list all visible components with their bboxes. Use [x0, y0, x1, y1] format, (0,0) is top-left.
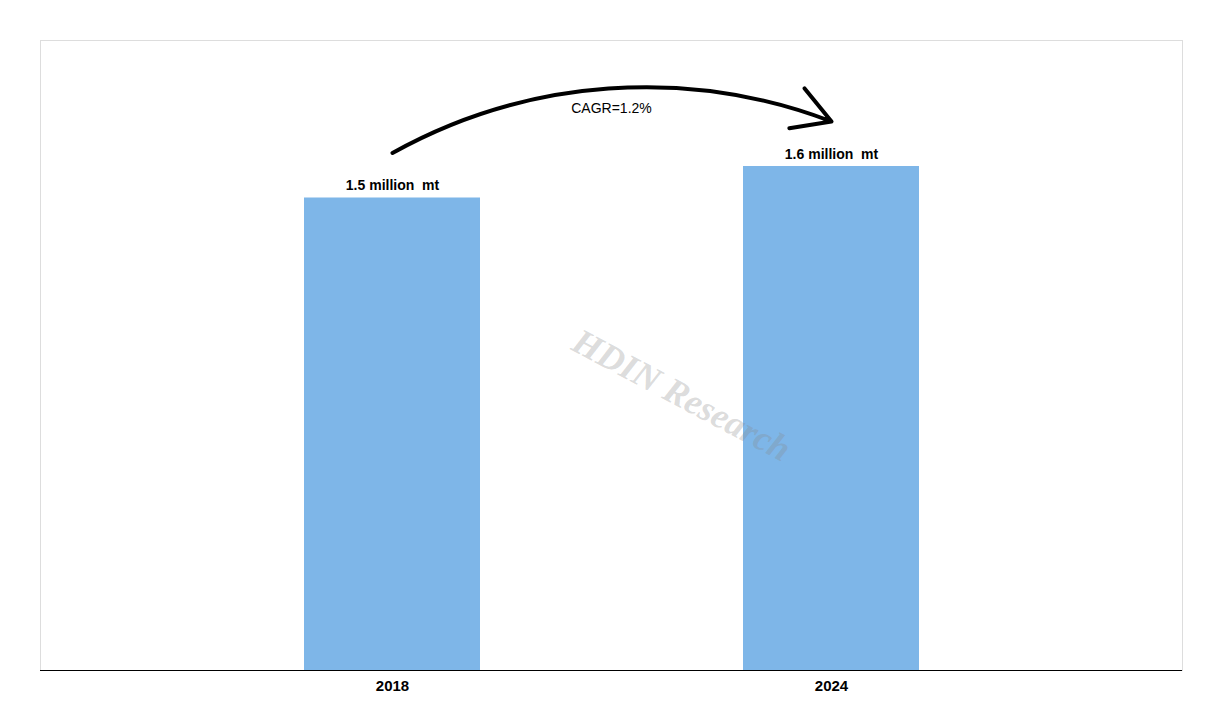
svg-text:2024: 2024: [815, 677, 849, 694]
svg-text:CAGR=1.2%: CAGR=1.2%: [571, 100, 652, 116]
svg-text:2018: 2018: [376, 677, 409, 694]
svg-text:1.5 million mt: 1.5 million mt: [346, 177, 440, 193]
svg-text:1.6 million mt: 1.6 million mt: [785, 146, 879, 162]
svg-text:HDIN Research: HDIN Research: [565, 320, 797, 469]
